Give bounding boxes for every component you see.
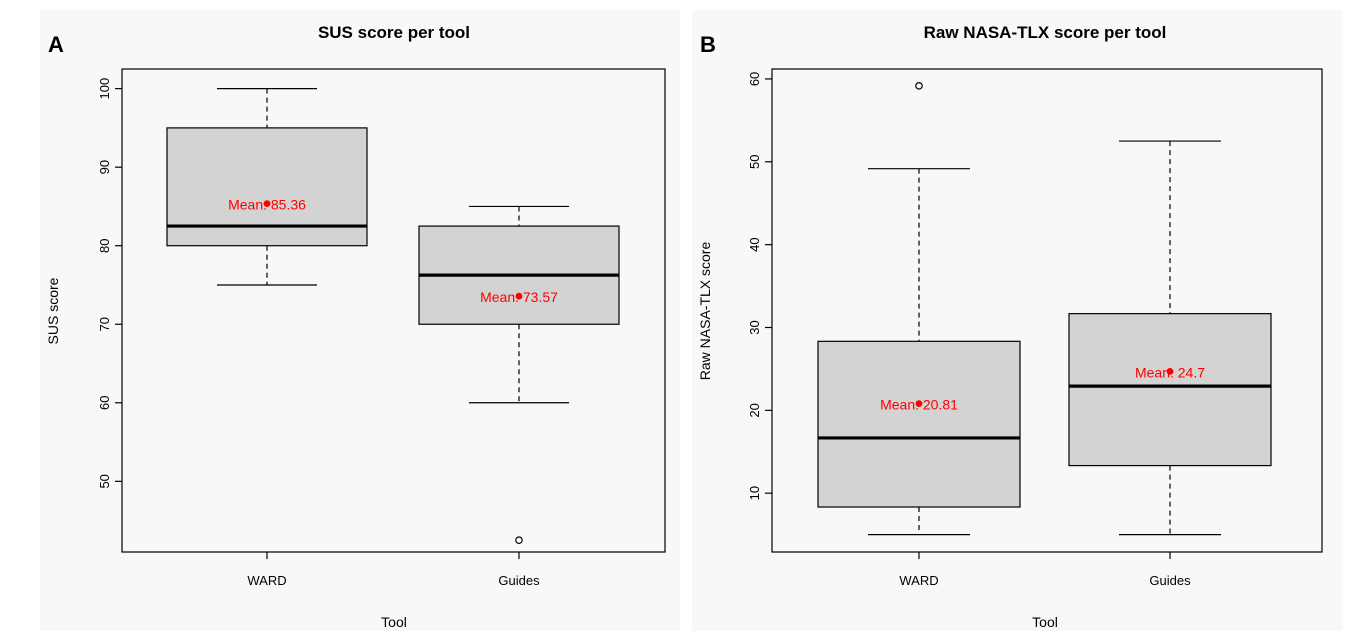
panel-b-x-axis-label: Tool bbox=[1032, 614, 1058, 630]
panel-b-plot-frame bbox=[771, 68, 1323, 553]
panel-a-guides-outlier-point bbox=[515, 536, 523, 545]
panel-a-y-tick-label: 60 bbox=[97, 396, 112, 410]
panel-a-plot: 50 60 70 80 90 100 WARD Guides Mean: 85.36 Mean: … bbox=[97, 68, 666, 588]
panel-a-y-axis-label: SUS score bbox=[45, 277, 61, 344]
panel-a-x-axis-label: Tool bbox=[381, 614, 407, 630]
panel-b-ward-mean-label: Mean: 20.81 bbox=[880, 397, 958, 413]
panel-b-y-axis-label: Raw NASA-TLX score bbox=[697, 242, 713, 381]
panel-b-title: Raw NASA-TLX score per tool bbox=[924, 23, 1167, 42]
panel-a-plot-frame bbox=[121, 68, 666, 553]
panel-a-y-tick-label: 100 bbox=[97, 78, 112, 100]
panel-a-ward-mean-label: Mean: 85.36 bbox=[228, 197, 306, 213]
panel-b-guides-box bbox=[1068, 313, 1272, 467]
panel-b-letter: B bbox=[700, 32, 716, 57]
panel-a-ward-mean-point bbox=[263, 200, 271, 208]
panel-a-y-tick-label: 50 bbox=[97, 474, 112, 488]
panel-a-guides-mean-label: Mean: 73.57 bbox=[480, 289, 558, 305]
panel-a-letter: A bbox=[48, 32, 64, 57]
panel-b-y-tick-label: 20 bbox=[747, 403, 762, 417]
panel-a-y-tick-label: 80 bbox=[97, 238, 112, 252]
panel-b-y-tick-label: 60 bbox=[747, 72, 762, 86]
panel-b-y-tick-label: 10 bbox=[747, 486, 762, 500]
panel-b-guides-mean-label: Mean: 24.7 bbox=[1135, 364, 1205, 380]
panel-b-ward-box bbox=[817, 340, 1021, 508]
panel-a-ward-box bbox=[166, 127, 368, 247]
panel-a-title: SUS score per tool bbox=[318, 23, 470, 42]
panel-a-y-tick-label: 70 bbox=[97, 317, 112, 331]
panel-b-y-tick-label: 50 bbox=[747, 155, 762, 169]
panel-b-ward-mean-point bbox=[915, 400, 923, 408]
panel-a-x-tick-label: Guides bbox=[498, 573, 540, 588]
panel-b-y-tick-label: 30 bbox=[747, 320, 762, 334]
panel-a-guides-mean-point bbox=[515, 292, 523, 300]
panel-b-y-tick-label: 40 bbox=[747, 237, 762, 251]
panel-b-x-tick-label: WARD bbox=[899, 573, 938, 588]
panel-b-ward-outlier-point bbox=[915, 82, 923, 90]
panel-a-y-tick-label: 90 bbox=[97, 160, 112, 174]
panel-a-x-tick-label: WARD bbox=[247, 573, 286, 588]
panel-b-guides-mean-point bbox=[1166, 367, 1174, 375]
panel-b-plot: 10 20 30 40 50 60 WARD Guides Mean: 20.81 Mean: 2… bbox=[747, 68, 1323, 588]
panel-b-x-tick-label: Guides bbox=[1149, 573, 1191, 588]
